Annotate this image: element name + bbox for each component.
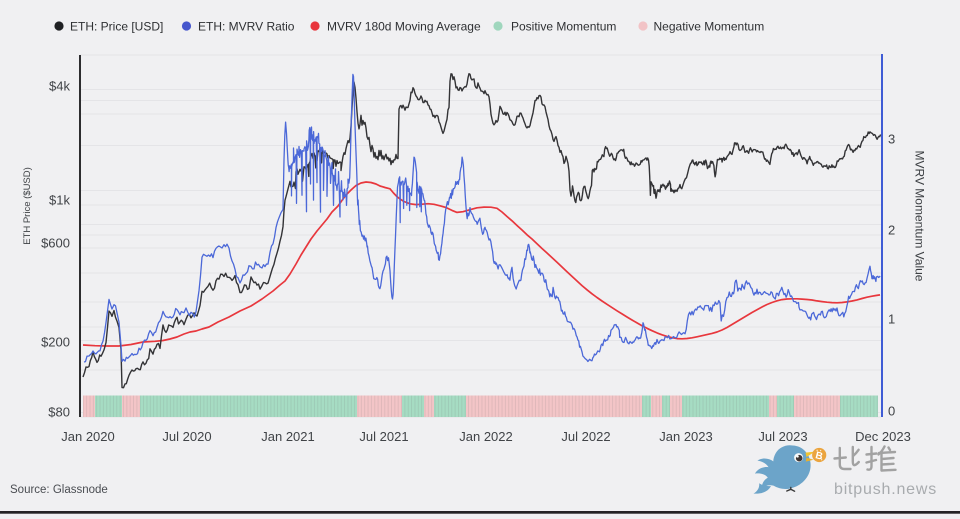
svg-text:Jan 2023: Jan 2023 (659, 429, 713, 444)
svg-text:$1k: $1k (49, 193, 70, 208)
svg-text:Dec 2023: Dec 2023 (855, 429, 911, 444)
svg-text:ETH Price ($USD): ETH Price ($USD) (22, 167, 33, 245)
svg-text:Jan 2021: Jan 2021 (261, 429, 315, 444)
svg-text:Jan 2022: Jan 2022 (459, 429, 513, 444)
svg-text:Source: Glassnode: Source: Glassnode (10, 484, 108, 496)
svg-text:$200: $200 (41, 335, 70, 350)
svg-text:Positive Momentum: Positive Momentum (511, 20, 616, 34)
svg-text:3: 3 (888, 132, 895, 147)
svg-text:Jul 2022: Jul 2022 (561, 429, 610, 444)
svg-text:$4k: $4k (49, 79, 70, 94)
svg-text:MVRV Momentum Value: MVRV Momentum Value (913, 151, 927, 282)
svg-text:Jan 2020: Jan 2020 (61, 429, 115, 444)
svg-text:1: 1 (888, 312, 895, 327)
svg-text:Jul 2021: Jul 2021 (359, 429, 408, 444)
svg-text:0: 0 (888, 404, 895, 419)
svg-text:ETH: Price [USD]: ETH: Price [USD] (70, 20, 163, 34)
svg-text:Jul 2020: Jul 2020 (162, 429, 211, 444)
svg-text:Jul 2023: Jul 2023 (758, 429, 807, 444)
svg-text:ETH: MVRV Ratio: ETH: MVRV Ratio (198, 20, 295, 34)
svg-text:bitpush.news: bitpush.news (834, 481, 937, 498)
svg-text:$600: $600 (41, 236, 70, 251)
svg-text:MVRV 180d Moving Average: MVRV 180d Moving Average (327, 20, 481, 34)
svg-text:Negative Momentum: Negative Momentum (654, 20, 765, 34)
svg-text:2: 2 (888, 223, 895, 238)
svg-text:$80: $80 (48, 405, 70, 420)
